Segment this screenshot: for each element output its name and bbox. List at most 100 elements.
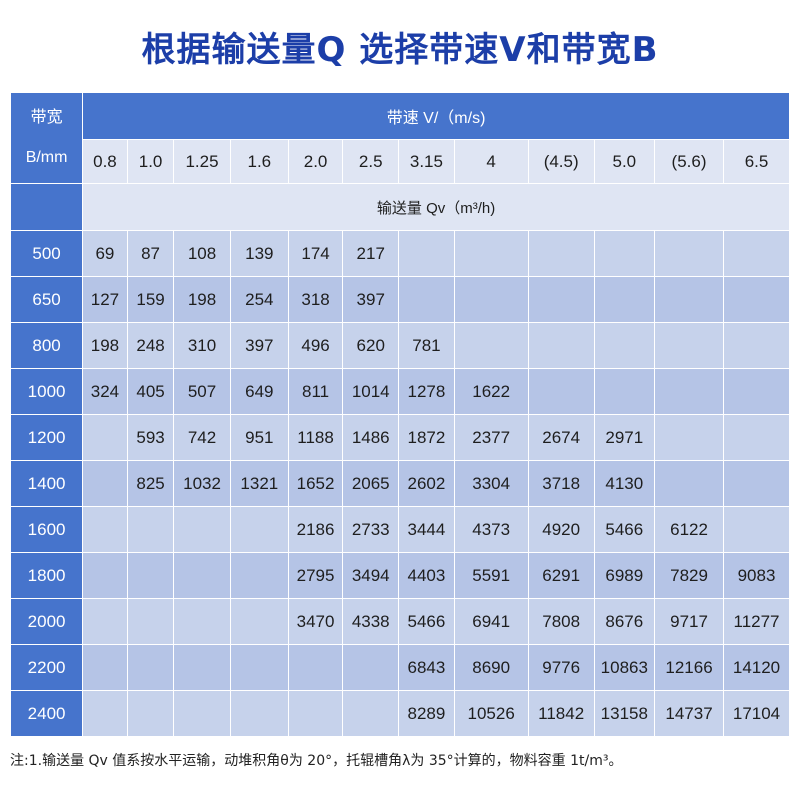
table-cell: 742 [173,414,231,461]
table-cell: 4338 [342,598,400,645]
table-cell: 11842 [527,690,595,737]
table-cell: 198 [173,276,231,323]
table-cell: 496 [287,322,344,369]
row-width-cell: 1600 [9,506,84,553]
table-cell: 174 [287,230,344,277]
row-width-cell: 2200 [9,644,84,691]
capacity-table: 带宽 B/mm 带速 V/（m/s) 0.8 1.0 1.25 1.6 2.0 2.5 3.… [9,92,790,737]
table-cell [527,230,595,277]
table-cell: 620 [342,322,400,369]
table-row: 1400 825 1032 1321 1652 2065 2602 3304 3718 4130 [9,460,790,507]
table-cell [453,276,529,323]
table-cell: 5466 [593,506,656,553]
table-cell [453,230,529,277]
width-header-cell: 带宽 B/mm [9,92,84,184]
table-cell [126,506,175,553]
table-cell: 6941 [453,598,529,645]
table-cell [82,414,128,461]
table-cell: 254 [229,276,290,323]
table-cell: 507 [173,368,231,415]
table-cell: 2795 [287,552,344,599]
table-cell: 3304 [453,460,529,507]
table-cell [723,230,790,277]
table-cell [453,322,529,369]
table-cell: 6291 [527,552,595,599]
row-width-cell: 1800 [9,552,84,599]
table-row: 1800 2795 3494 4403 5591 6291 6989 7829 9083 [9,552,790,599]
table-cell [593,368,656,415]
table-cell [593,230,656,277]
table-cell [723,460,790,507]
table-cell [126,690,175,737]
table-cell [342,644,400,691]
table-cell: 8289 [398,690,455,737]
table-cell: 811 [287,368,344,415]
table-cell: 405 [126,368,175,415]
table-cell: 87 [126,230,175,277]
speed-cell: (5.6) [654,139,725,184]
speed-cell: (4.5) [527,139,595,184]
table-cell: 3470 [287,598,344,645]
table-cell [654,322,725,369]
table-cell: 127 [82,276,128,323]
table-cell: 69 [82,230,128,277]
table-cell: 1278 [398,368,455,415]
table-cell: 14120 [723,644,790,691]
speed-cell: 2.0 [287,139,344,184]
table-cell: 2674 [527,414,595,461]
table-cell: 3444 [398,506,455,553]
table-cell [342,690,400,737]
row-width-cell: 800 [9,322,84,369]
table-cell [82,644,128,691]
table-cell: 1622 [453,368,529,415]
table-cell [593,322,656,369]
table-cell: 198 [82,322,128,369]
table-cell: 6122 [654,506,725,553]
row-width-cell: 2000 [9,598,84,645]
width-header-line2: B/mm [25,149,68,166]
table-cell: 1014 [342,368,400,415]
table-cell: 14737 [654,690,725,737]
speed-cell: 0.8 [82,139,128,184]
table-cell: 11277 [723,598,790,645]
table-cell [723,506,790,553]
table-cell [82,598,128,645]
table-cell: 1872 [398,414,455,461]
table-cell: 8676 [593,598,656,645]
table-cell: 1321 [229,460,290,507]
table-cell [82,552,128,599]
table-cell: 17104 [723,690,790,737]
table-cell [654,368,725,415]
table-row: 650 127 159 198 254 318 397 [9,276,790,323]
speed-cell: 6.5 [723,139,790,184]
table-cell: 5591 [453,552,529,599]
table-row: 1600 2186 2733 3444 4373 4920 5466 6122 [9,506,790,553]
table-cell: 6989 [593,552,656,599]
table-row: 2400 8289 10526 11842 13158 14737 17104 [9,690,790,737]
table-cell: 781 [398,322,455,369]
speed-values-row: 0.8 1.0 1.25 1.6 2.0 2.5 3.15 4 (4.5) 5.0 (5.6) 6.5 [11,139,790,184]
speed-header: 带速 V/（m/s) [82,92,790,140]
table-row: 800 198 248 310 397 496 620 781 [9,322,790,369]
table-cell: 7808 [527,598,595,645]
table-cell: 4403 [398,552,455,599]
table-cell [229,598,290,645]
table-cell [527,276,595,323]
table-cell [398,276,455,323]
table-cell: 8690 [453,644,529,691]
table-cell: 318 [287,276,344,323]
table-cell [593,276,656,323]
table-cell: 10863 [593,644,656,691]
table-cell [287,690,344,737]
table-cell: 3718 [527,460,595,507]
speed-cell: 1.0 [126,139,175,184]
table-cell: 13158 [593,690,656,737]
width-header-line1: 带宽 [30,109,63,126]
table-cell: 1486 [342,414,400,461]
speed-cell: 3.15 [398,139,455,184]
table-cell: 4920 [527,506,595,553]
table-cell [229,690,290,737]
row-width-cell: 1400 [9,460,84,507]
speed-cell: 5.0 [593,139,656,184]
